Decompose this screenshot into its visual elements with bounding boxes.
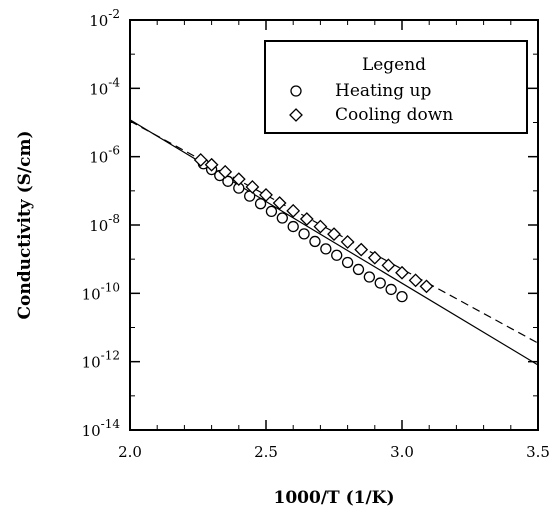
legend-marker-diamond [289,108,303,122]
y-tick-label: 10-4 [89,75,120,98]
legend-title: Legend [362,55,426,75]
data-point [367,250,382,265]
x-tick-label: 3.0 [390,443,414,461]
y-axis-title: Conductivity (S/cm) [15,130,35,319]
x-tick-label: 2.0 [118,443,142,461]
series-heating-up [197,158,408,303]
data-point [395,265,409,280]
legend: Legend Heating up Cooling down [264,40,528,134]
data-point [218,164,233,179]
data-point [309,235,321,248]
data-point [231,172,246,187]
y-tick-label: 10-6 [89,144,120,167]
data-point [341,256,354,269]
data-point [408,273,423,288]
data-point [222,175,234,187]
x-axis-ticks: 2.0 2.5 3.0 3.5 [118,20,550,461]
legend-entry-label: Heating up [335,81,431,101]
y-tick-label: 10-8 [89,212,120,235]
data-point [204,157,219,172]
data-point [298,228,310,240]
legend-marker-circle [290,85,302,97]
data-point [352,263,365,276]
data-point [385,283,397,296]
y-tick-label: 10-10 [82,280,120,303]
y-tick-label: 10-12 [82,349,120,372]
x-axis-title: 1000/T (1/K) [274,488,395,508]
data-point [419,279,434,294]
data-point [313,219,328,234]
x-tick-label: 3.5 [526,443,550,461]
fit-lines [129,119,539,366]
data-point [245,180,260,194]
data-point [354,242,369,257]
data-point [381,258,396,273]
legend-box [264,40,528,134]
data-point [327,227,341,242]
data-point [287,220,299,233]
data-point [396,290,408,303]
data-point [340,234,355,249]
y-tick-label: 10-2 [89,7,120,30]
data-point [299,212,314,226]
data-point [193,153,208,167]
series-cooling-down [193,153,434,294]
data-point [286,203,301,218]
fit-line-solid [129,119,539,366]
data-point [374,277,386,289]
y-axis-ticks: 10-2 10-4 10-6 10-8 10-10 10-12 10-14 [82,7,538,440]
data-point [276,212,288,224]
data-series [193,153,434,303]
legend-entry-label: Cooling down [335,105,453,125]
data-point [254,198,267,210]
data-point [320,243,332,255]
x-tick-label: 2.5 [254,443,278,461]
data-point [272,196,287,210]
data-point [363,271,376,283]
data-point [259,187,273,202]
data-point [265,205,278,218]
data-point [331,249,343,261]
legend-entries: Heating up Cooling down [289,81,453,125]
y-tick-label: 10-14 [82,417,121,440]
